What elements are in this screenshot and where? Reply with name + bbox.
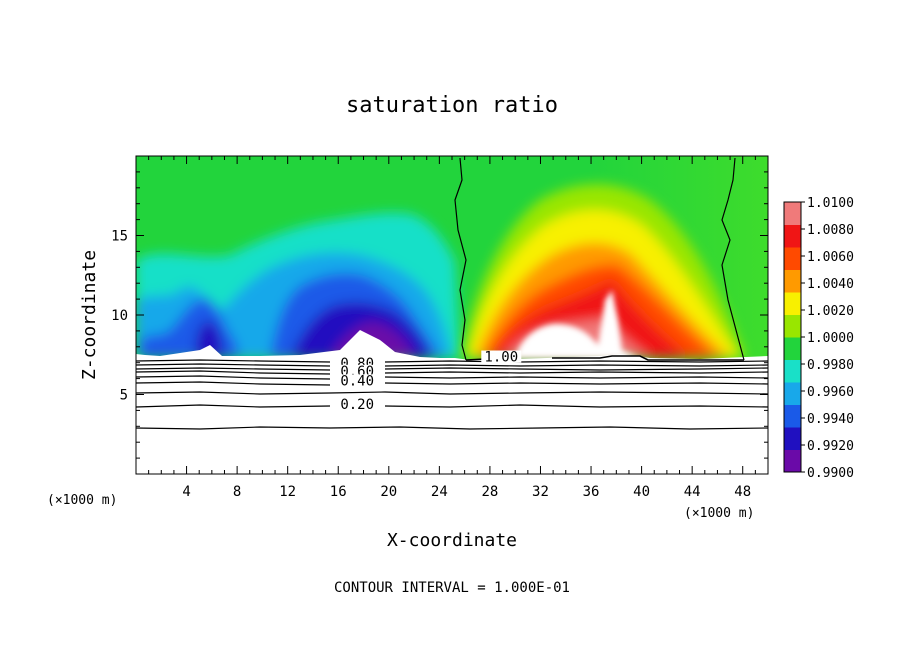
colorbar-tick-label: 1.0000 bbox=[807, 331, 854, 346]
colorbar-tick-label: 1.0100 bbox=[807, 196, 854, 211]
colorbar-tick-label: 1.0040 bbox=[807, 277, 854, 292]
colorbar-tick-label: 0.9960 bbox=[807, 385, 854, 400]
x-tick-label: 48 bbox=[734, 484, 751, 500]
contour-label: 1.00 bbox=[484, 350, 518, 366]
colorbar-tick-label: 1.0060 bbox=[807, 250, 854, 265]
contour-1.00-left-boundary bbox=[454, 157, 467, 361]
colorbar-swatch bbox=[784, 337, 801, 360]
contour-label: 0.40 bbox=[340, 373, 374, 389]
y-tick-label: 10 bbox=[111, 308, 128, 324]
y-tick-label: 15 bbox=[111, 229, 128, 245]
x-tick-label: 24 bbox=[431, 484, 448, 500]
colorbar-tick-label: 0.9980 bbox=[807, 358, 854, 373]
colorbar-swatch bbox=[784, 292, 801, 315]
colorbar-swatch bbox=[784, 449, 801, 473]
y-axis-label: Z-coordinate bbox=[79, 250, 100, 380]
colorbar-tick-label: 1.0020 bbox=[807, 304, 854, 319]
contour-0.70 bbox=[135, 367, 769, 371]
contour-0.80 bbox=[135, 359, 769, 363]
colorbar-swatch bbox=[784, 404, 801, 428]
x-tick-label: 44 bbox=[684, 484, 701, 500]
x-tick-label: 16 bbox=[330, 484, 347, 500]
colorbar-swatch bbox=[784, 224, 801, 248]
x-tick-label: 36 bbox=[583, 484, 600, 500]
colorbar-swatch bbox=[784, 382, 801, 405]
contour-0.75 bbox=[135, 363, 769, 367]
colorbar-swatch bbox=[784, 202, 801, 225]
x-tick-label: 32 bbox=[532, 484, 549, 500]
x-unit-label-right: (×1000 m) bbox=[684, 506, 754, 521]
x-axis-label: X-coordinate bbox=[387, 530, 517, 551]
contour-1.00-right-boundary bbox=[721, 157, 745, 361]
x-tick-label: 40 bbox=[633, 484, 650, 500]
contour-label-bg bbox=[337, 398, 378, 411]
y-tick-label: 5 bbox=[120, 388, 128, 404]
x-unit-label-left: (×1000 m) bbox=[47, 493, 117, 508]
contour-0.40 bbox=[135, 381, 769, 386]
contour-label-bg bbox=[337, 364, 378, 377]
x-tick-label: 20 bbox=[380, 484, 397, 500]
contour-0.30 bbox=[135, 391, 769, 395]
colorbar: 1.0100 1.0080 1.0060 1.0040 1.0020 1.0000 0.99… bbox=[783, 196, 854, 481]
contour-0.50 bbox=[135, 375, 769, 380]
contour-0.60 bbox=[135, 370, 769, 375]
field-plot bbox=[136, 156, 768, 474]
x-tick-label: 8 bbox=[233, 484, 241, 500]
chart-title: saturation ratio bbox=[346, 93, 558, 118]
contour-0.20 bbox=[135, 404, 769, 408]
colorbar-tick-label: 0.9900 bbox=[807, 466, 854, 481]
colorbar-tick-label: 0.9940 bbox=[807, 412, 854, 427]
x-tick-label: 12 bbox=[279, 484, 296, 500]
contour-interval-note: CONTOUR INTERVAL = 1.000E-01 bbox=[334, 580, 570, 596]
x-tick-label: 4 bbox=[182, 484, 190, 500]
contour-label-bg bbox=[481, 350, 522, 363]
colorbar-swatch bbox=[784, 359, 801, 383]
white-cloud-region bbox=[515, 290, 640, 358]
colorbar-swatch bbox=[784, 247, 801, 270]
contour-labels: 1.000.800.600.400.20 bbox=[337, 350, 522, 413]
x-axis-ticks: 4 8 12 16 20 24 28 32 36 40 44 48 bbox=[148, 156, 756, 500]
x-tick-label: 28 bbox=[481, 484, 498, 500]
colorbar-tick-label: 1.0080 bbox=[807, 223, 854, 238]
colorbar-swatch bbox=[784, 269, 801, 293]
colorbar-swatch bbox=[784, 427, 801, 450]
right-moisture-dome bbox=[462, 184, 745, 358]
contour-label: 0.20 bbox=[340, 397, 374, 413]
colorbar-swatch bbox=[784, 314, 801, 338]
contour-label-bg bbox=[337, 374, 378, 387]
colorbar-tick-label: 0.9920 bbox=[807, 439, 854, 454]
contour-0.10 bbox=[135, 426, 769, 430]
y-axis-ticks: 5 10 15 bbox=[111, 171, 768, 459]
